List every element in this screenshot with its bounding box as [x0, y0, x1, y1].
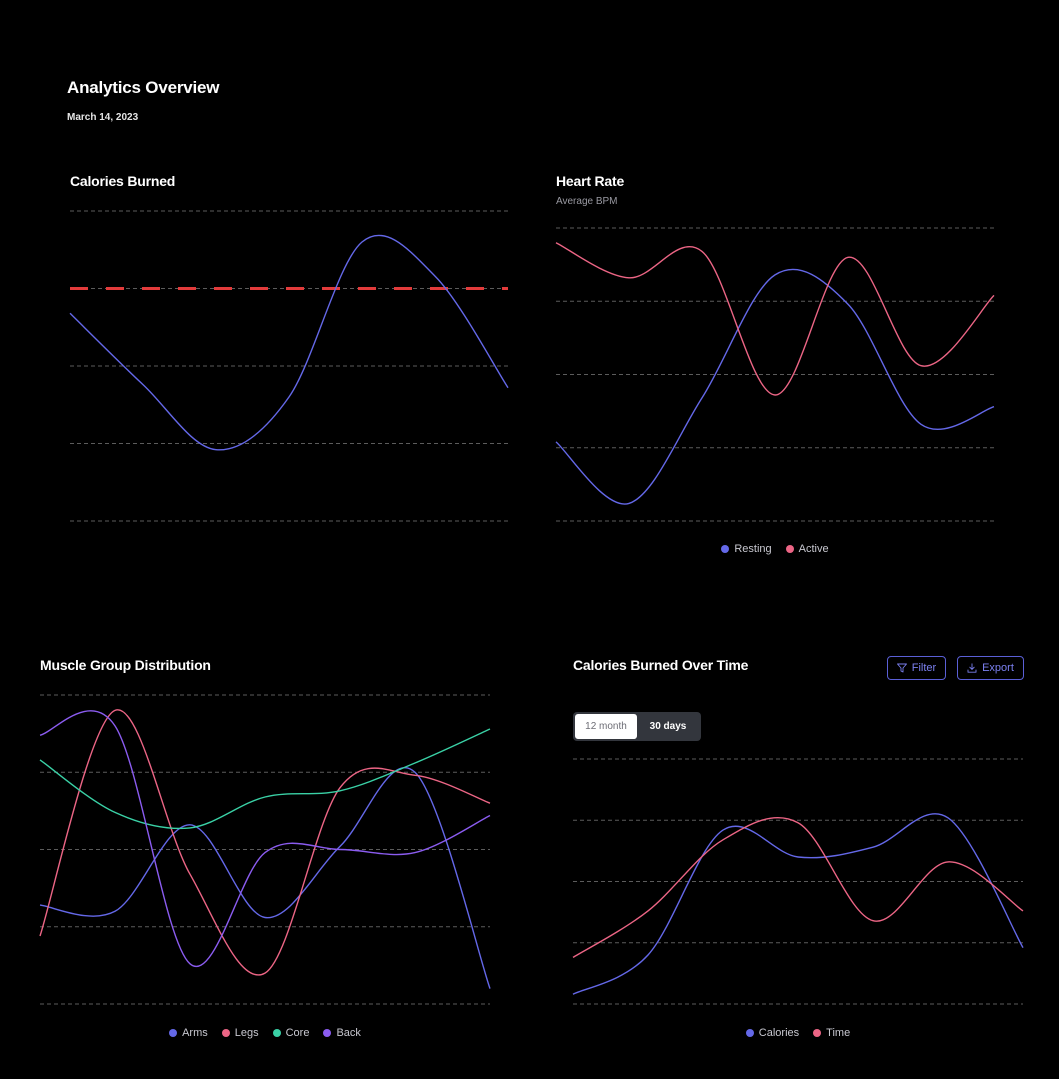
muscle-group-chart [39, 694, 491, 1005]
download-icon [967, 663, 977, 673]
range-toggle: 12 month 30 days [573, 712, 701, 741]
legend-label-back: Back [336, 1027, 361, 1039]
legend-dot-back [323, 1029, 332, 1037]
page-title: Analytics Overview [67, 78, 220, 97]
series-line-active [555, 242, 995, 396]
legend-label-legs: Legs [234, 1027, 259, 1039]
range-option-30-days[interactable]: 30 days [649, 721, 687, 732]
legend-dot-core [272, 1029, 281, 1037]
muscle-chart-title: Muscle Group Distribution [40, 657, 211, 673]
calories-chart [69, 210, 509, 522]
legend-item-core[interactable]: Core [272, 1027, 310, 1039]
legend-dot-resting [721, 545, 730, 553]
legend-dot-active [785, 545, 794, 553]
legend-item-time[interactable]: Time [813, 1027, 850, 1039]
legend-item-arms[interactable]: Arms [169, 1027, 208, 1039]
series-line-back [39, 710, 491, 968]
legend-label-calories: Calories [758, 1027, 800, 1039]
series-line-calories [572, 813, 1024, 995]
legend-item-resting[interactable]: Resting [721, 543, 772, 555]
legend-label-arms: Arms [182, 1027, 208, 1039]
legend-dot-arms [169, 1029, 178, 1037]
page-date: March 14, 2023 [67, 112, 139, 123]
legend-item-back[interactable]: Back [323, 1027, 361, 1039]
range-option-12-month[interactable]: 12 month [575, 714, 637, 739]
series-line-resting [555, 268, 995, 505]
heart-rate-legend: Resting Active [556, 543, 994, 555]
muscle-group-legend: Arms Legs Core Back [40, 1027, 490, 1039]
heart-rate-chart [555, 227, 995, 522]
legend-dot-calories [745, 1029, 754, 1037]
series-line-arms [39, 767, 491, 989]
series-line-legs [39, 709, 491, 976]
legend-dot-time [813, 1029, 822, 1037]
legend-item-active[interactable]: Active [785, 543, 829, 555]
heart-rate-chart-subtitle: Average BPM [556, 196, 618, 207]
export-button[interactable]: Export [957, 656, 1024, 680]
legend-dot-legs [221, 1029, 230, 1037]
series-line-core [39, 728, 491, 830]
series-line-time [572, 816, 1024, 958]
calories-over-time-legend: Calories Time [573, 1027, 1023, 1039]
legend-label-active: Active [798, 543, 829, 555]
calories-chart-title: Calories Burned [70, 173, 176, 189]
export-button-label: Export [982, 662, 1014, 674]
legend-label-resting: Resting [734, 543, 772, 555]
overtime-chart-title: Calories Burned Over Time [573, 657, 749, 673]
calories-over-time-chart [572, 758, 1024, 1005]
heart-rate-chart-title: Heart Rate [556, 173, 625, 189]
filter-button[interactable]: Filter [887, 656, 946, 680]
legend-item-legs[interactable]: Legs [221, 1027, 259, 1039]
legend-label-time: Time [826, 1027, 851, 1039]
series-line-series [69, 234, 509, 451]
funnel-icon [896, 663, 907, 673]
legend-item-calories[interactable]: Calories [745, 1027, 800, 1039]
legend-label-core: Core [285, 1027, 310, 1039]
filter-button-label: Filter [911, 662, 937, 674]
